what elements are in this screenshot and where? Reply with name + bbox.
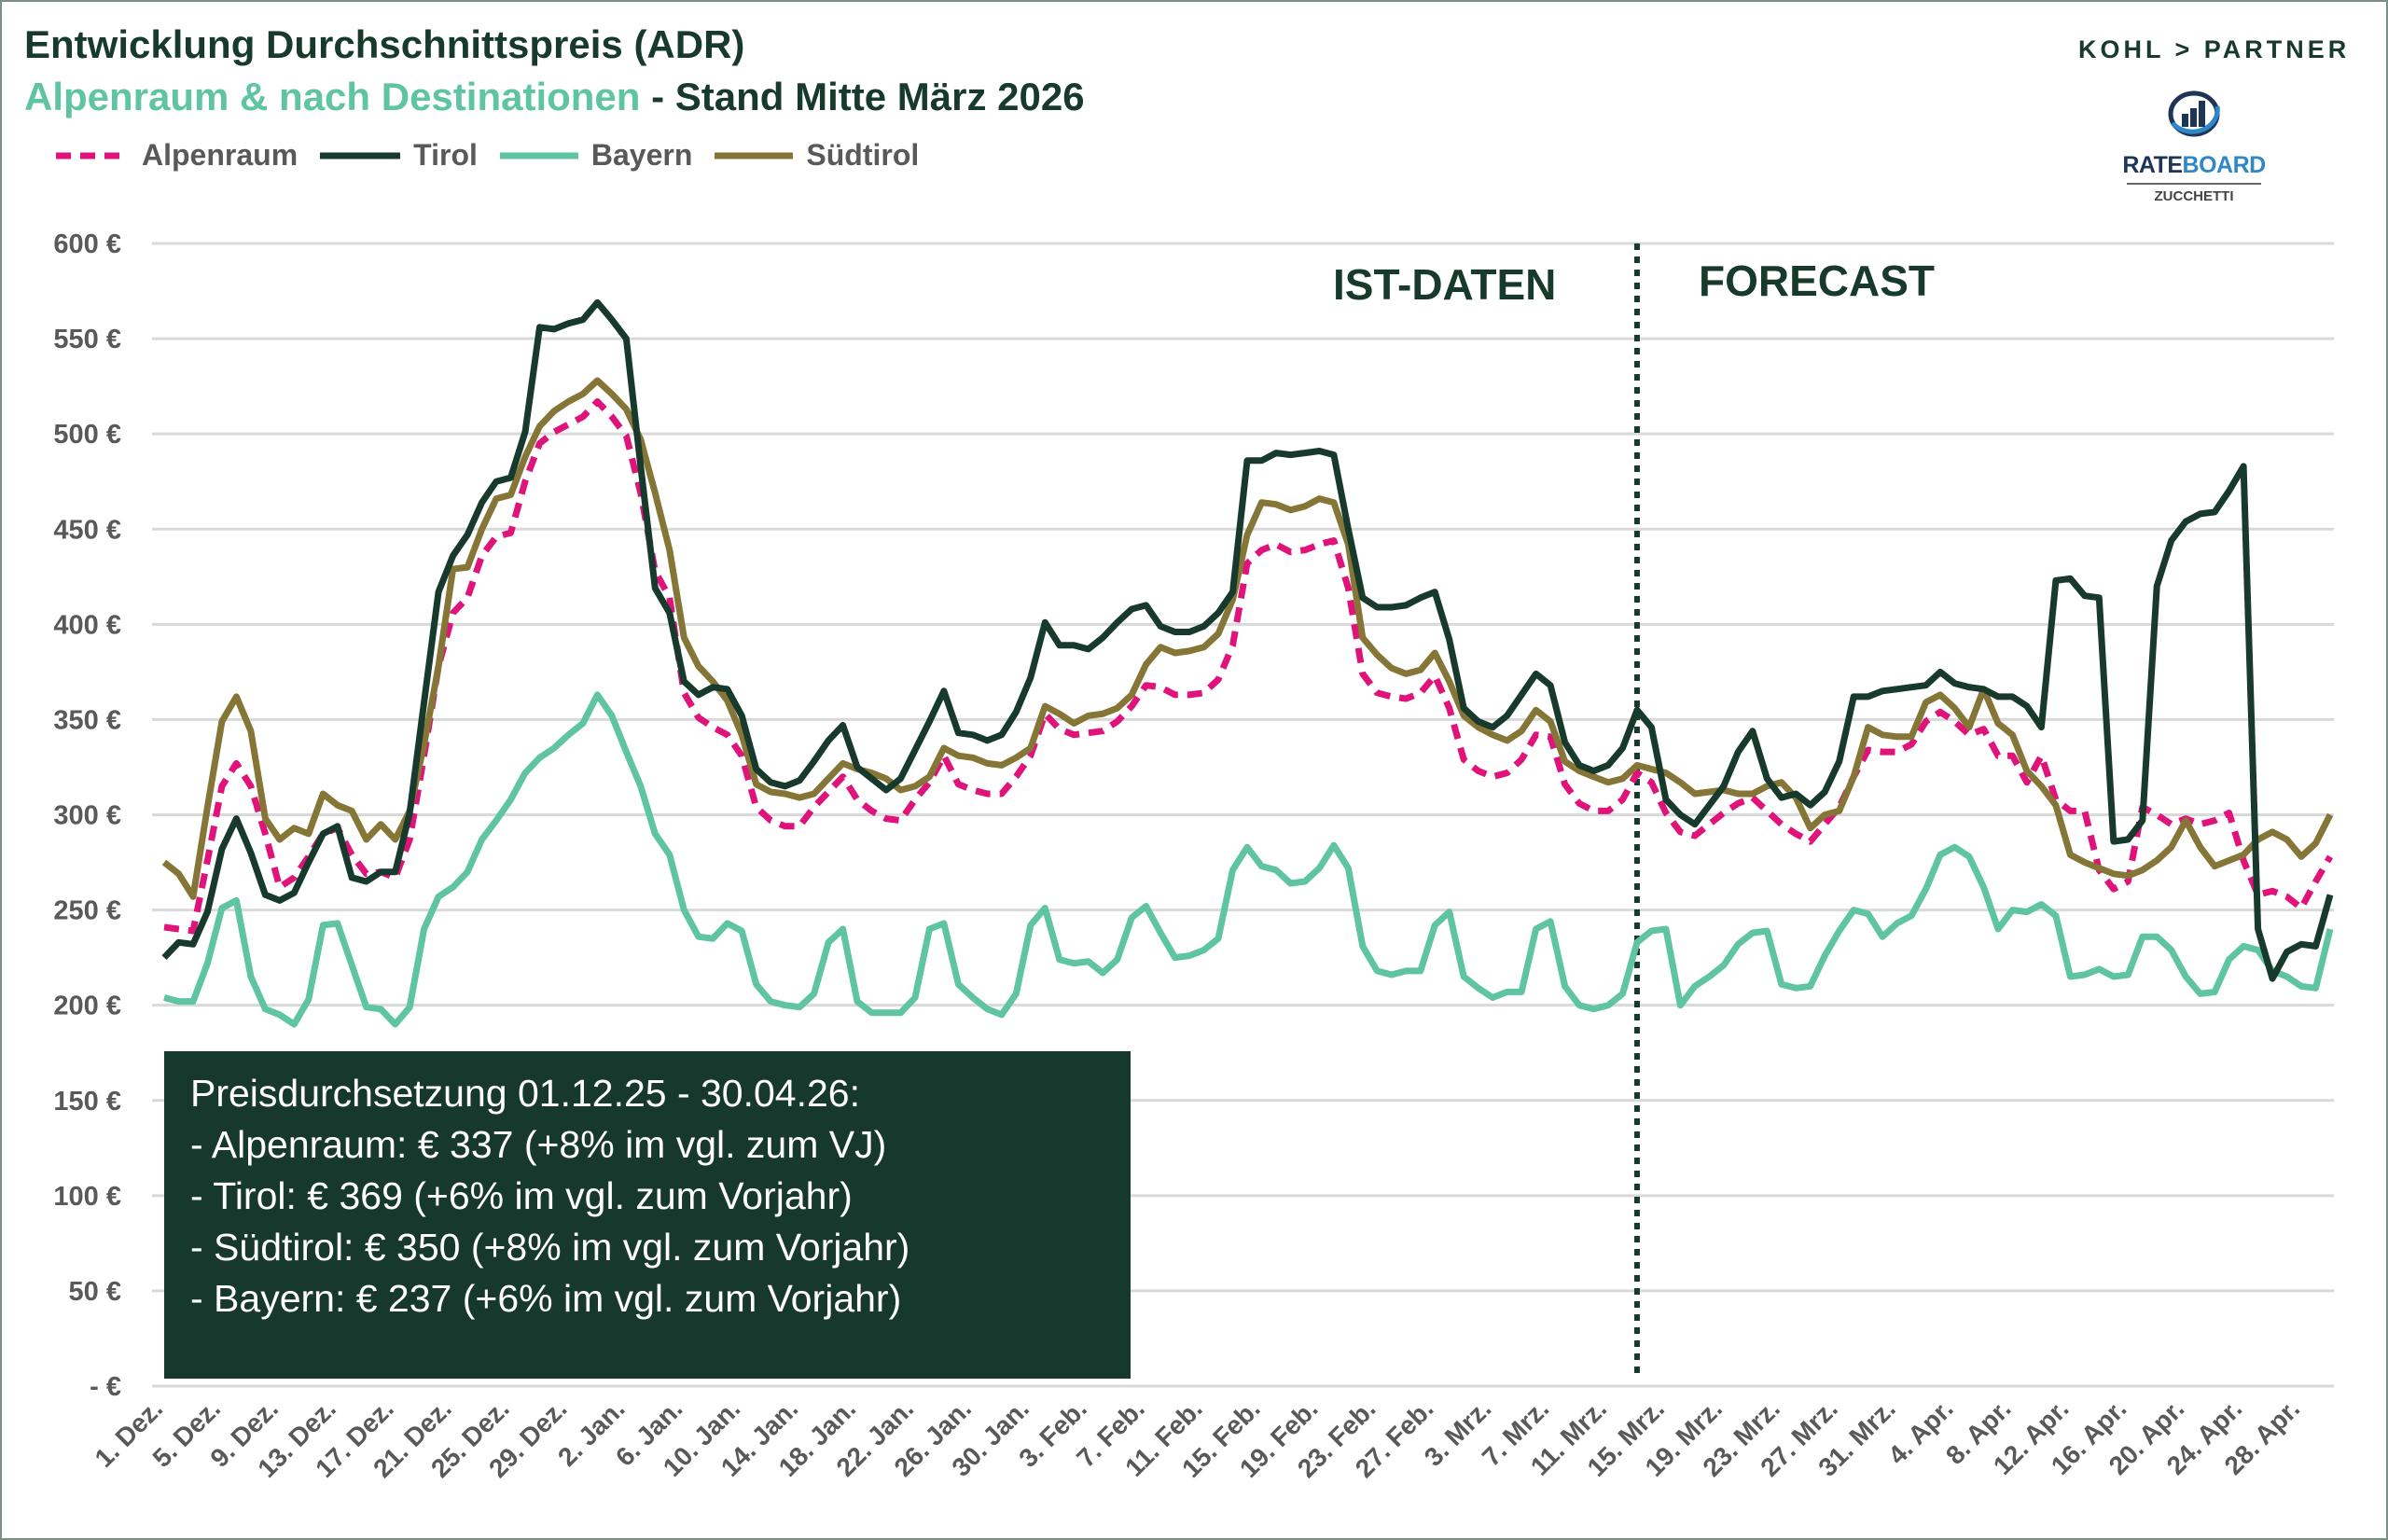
subtitle-highlight: Alpenraum & nach Destinationen [24, 75, 641, 118]
info-box: Preisdurchsetzung 01.12.25 - 30.04.26: -… [164, 1051, 1131, 1379]
logo-divider [2127, 183, 2261, 185]
legend: Alpenraum Tirol Bayern Südtirol [54, 138, 941, 173]
legend-swatch-dashed [56, 152, 127, 159]
y-tick-label: 400 € [53, 610, 121, 640]
y-tick-label: 100 € [53, 1182, 121, 1212]
legend-swatch [715, 152, 794, 159]
y-tick-label: 550 € [53, 325, 121, 354]
legend-label: Südtirol [806, 138, 920, 172]
series-line-bayern [163, 691, 2334, 1028]
chart-subtitle: Alpenraum & nach Destinationen - Stand M… [24, 75, 1085, 119]
info-box-line-suedtirol: - Südtirol: € 350 (+8% im vgl. zum Vorja… [190, 1226, 910, 1269]
rateboard-chart-icon [2168, 90, 2220, 137]
actual-data-label: IST-DATEN [1333, 260, 1557, 309]
kohl-partner-logo: KOHL > PARTNER [2078, 35, 2351, 63]
info-box-line-bayern: - Bayern: € 237 (+6% im vgl. zum Vorjahr… [190, 1277, 902, 1320]
legend-item-tirol: Tirol [320, 138, 478, 173]
y-tick-label: 500 € [53, 420, 121, 450]
info-box-heading: Preisdurchsetzung 01.12.25 - 30.04.26: [190, 1072, 860, 1115]
series-line-alpenraum [163, 398, 2334, 935]
y-tick-label: 600 € [53, 229, 121, 259]
y-tick-label: 300 € [53, 801, 121, 831]
forecast-label: FORECAST [1699, 257, 1935, 305]
y-tick-label: 250 € [53, 896, 121, 926]
subtitle-rest: - Stand Mitte März 2026 [640, 75, 1085, 118]
zucchetti-label: ZUCCHETTI [2154, 188, 2234, 204]
chart-title: Entwicklung Durchschnittspreis (ADR) [24, 22, 745, 66]
legend-swatch [499, 152, 578, 159]
y-tick-label: 50 € [69, 1277, 121, 1307]
rateboard-logo: RATEBOARD ZUCCHETTI [2119, 86, 2269, 204]
rateboard-wordmark: RATEBOARD [2119, 152, 2269, 179]
legend-item-alpenraum: Alpenraum [54, 138, 298, 173]
rateboard-rate: RATE [2122, 152, 2183, 178]
rateboard-board: BOARD [2182, 152, 2267, 178]
y-tick-label: 350 € [53, 705, 121, 735]
legend-label: Bayern [590, 138, 693, 172]
x-tick-label: 4. Apr. [1882, 1394, 1959, 1470]
series-line-suedtirol [161, 377, 2334, 900]
legend-item-bayern: Bayern [499, 138, 693, 173]
info-box-line-alpenraum: - Alpenraum: € 337 (+8% im vgl. zum VJ) [190, 1123, 887, 1166]
y-tick-label: - € [90, 1372, 121, 1402]
legend-label: Tirol [413, 138, 478, 172]
legend-item-suedtirol: Südtirol [715, 138, 919, 173]
info-box-line-tirol: - Tirol: € 369 (+6% im vgl. zum Vorjahr) [190, 1174, 853, 1217]
legend-label: Alpenraum [142, 138, 298, 172]
legend-swatch [320, 152, 401, 159]
series-line-tirol [161, 298, 2334, 982]
y-tick-label: 150 € [53, 1087, 121, 1117]
y-tick-label: 200 € [53, 992, 121, 1021]
y-tick-label: 450 € [53, 515, 121, 545]
